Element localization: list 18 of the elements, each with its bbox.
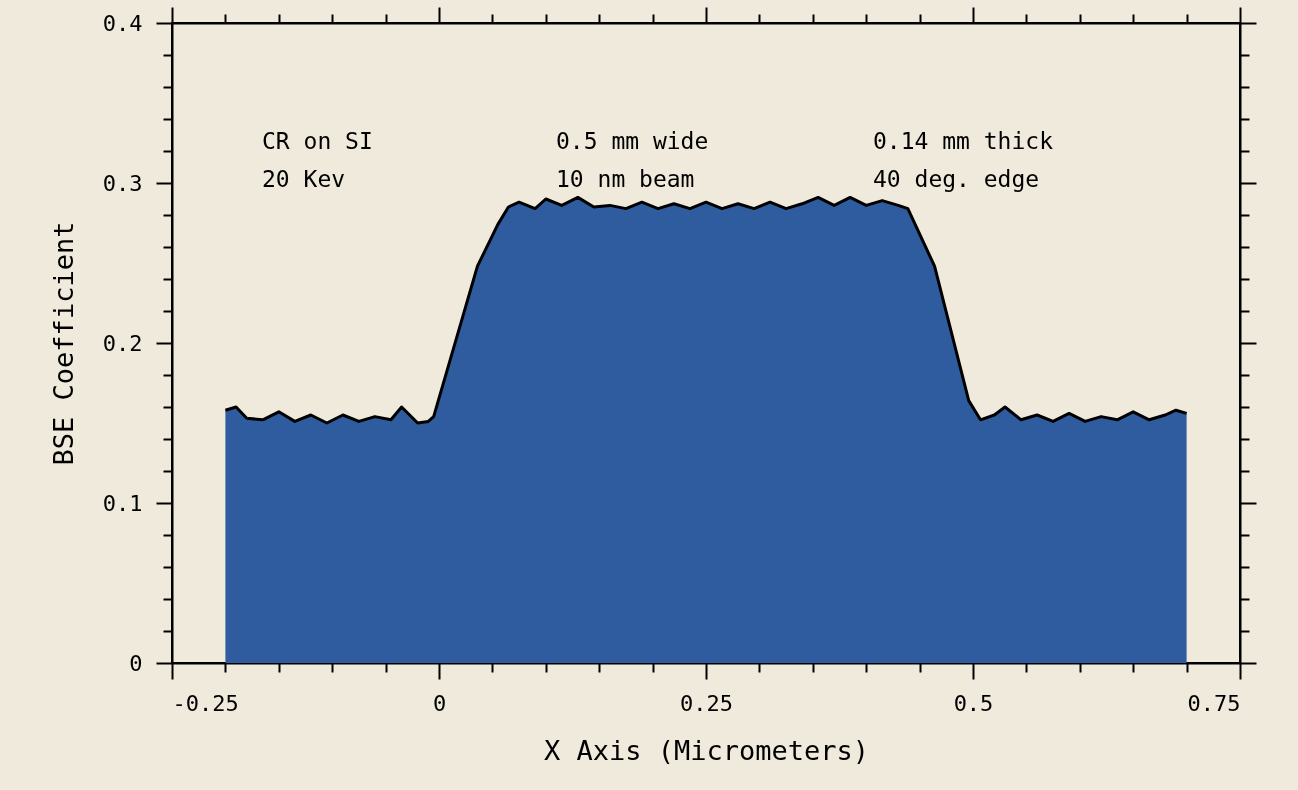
x-tick-label: 0.5 <box>953 690 994 716</box>
y-tick-label: 0.2 <box>102 330 143 356</box>
annotation: 10 nm beam <box>556 166 695 192</box>
annotation: 20 Kev <box>262 166 346 192</box>
x-tick-label: -0.25 <box>172 690 239 716</box>
x-tick-label: 0.75 <box>1187 690 1241 716</box>
annotation: 40 deg. edge <box>873 166 1040 192</box>
y-tick-label: 0 <box>129 650 143 676</box>
annotation: 0.5 mm wide <box>556 128 709 154</box>
x-tick-label: 0 <box>432 690 447 716</box>
x-tick-label: 0.25 <box>680 690 733 716</box>
y-axis-title: BSE Coefficient <box>47 221 79 466</box>
annotation: 0.14 mm thick <box>873 128 1054 154</box>
y-tick-label: 0.3 <box>102 170 143 196</box>
y-tick-label: 0.4 <box>102 10 143 36</box>
x-axis-title: X Axis (Micrometers) <box>543 734 870 766</box>
annotation: CR on SI <box>262 128 373 154</box>
y-tick-label: 0.1 <box>102 490 143 516</box>
